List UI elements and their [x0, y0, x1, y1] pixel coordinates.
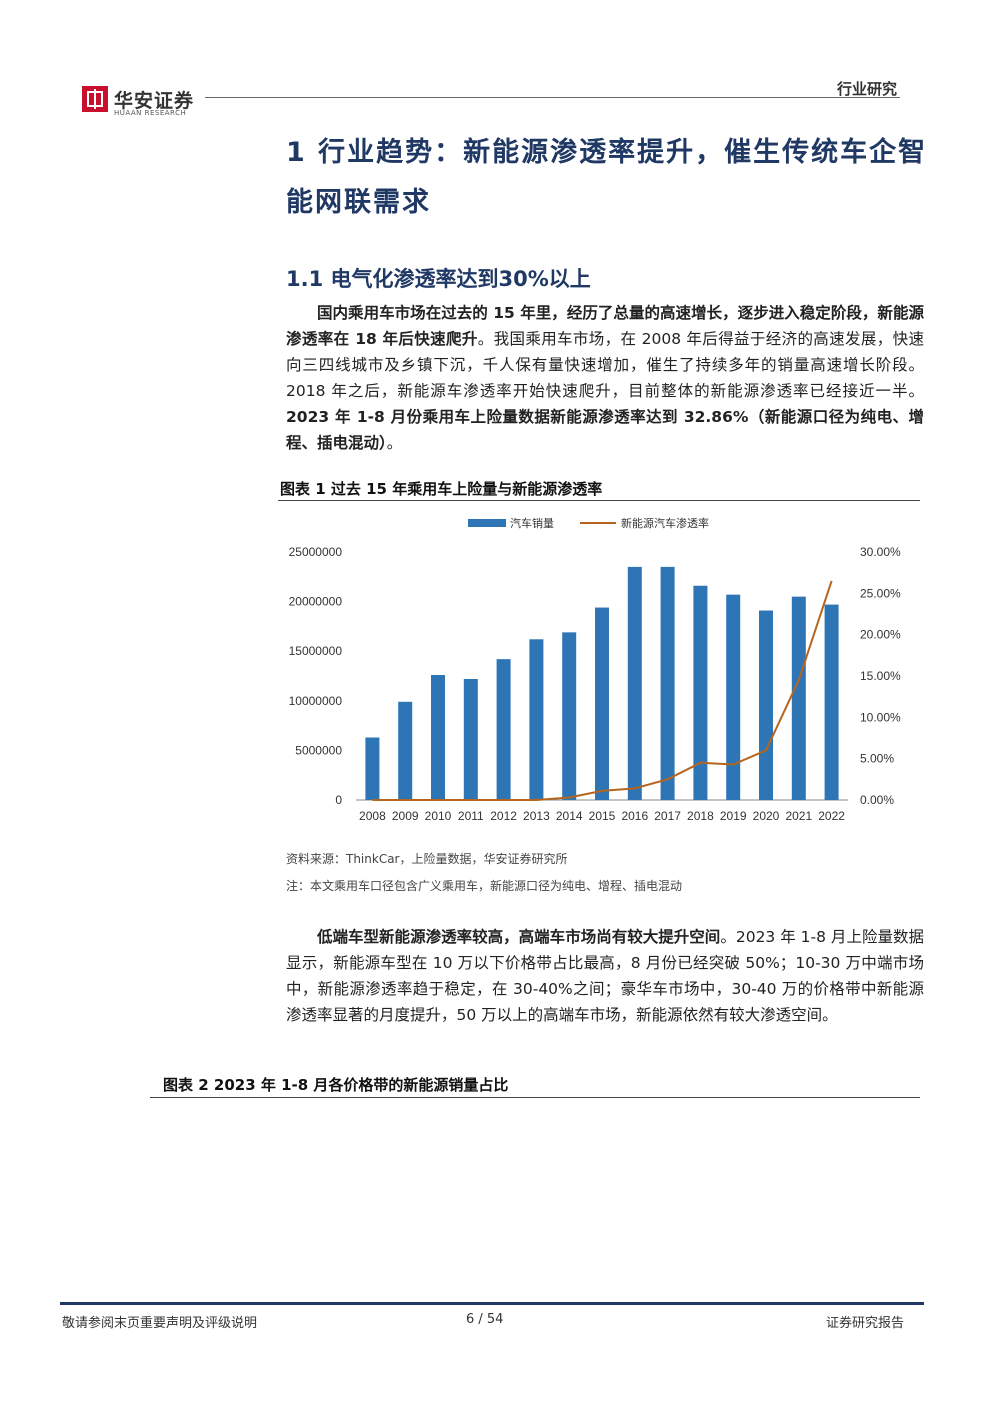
x-tick-label: 2021 [785, 809, 812, 823]
x-axis-ticks: 2008 2009 2010 2011 2012 2013 2014 2015 2016 2017… [359, 809, 845, 823]
x-tick-label: 2010 [425, 809, 452, 823]
footer-report-type: 证券研究报告 [826, 1316, 905, 1331]
chart-figure1: 汽车销量 新能源汽车渗透率 25000000 20000000 15000000 10… [289, 516, 901, 823]
x-tick-label: 2011 [458, 809, 484, 823]
header-divider [205, 97, 900, 98]
bar-2020 [759, 610, 773, 800]
x-tick-label: 2009 [392, 809, 419, 823]
x-tick-label: 2015 [589, 809, 616, 823]
right-tick-label: 5.00% [860, 752, 894, 766]
left-tick-label: 15000000 [289, 644, 343, 658]
x-tick-label: 2017 [654, 809, 681, 823]
company-logo-icon [82, 86, 108, 112]
right-tick-label: 30.00% [860, 545, 901, 559]
bar-2021 [791, 596, 806, 800]
left-tick-label: 0 [335, 793, 342, 807]
figure1-top-rule [278, 500, 920, 501]
left-tick-label: 20000000 [289, 595, 343, 609]
para1-text: 。我国乘用车市场，在 2008 年后得益于经济的高速发展，快速向三四线城市及乡镇… [286, 330, 924, 400]
para1-end: 。 [386, 434, 403, 452]
x-tick-label: 2018 [687, 809, 714, 823]
bar-2017 [660, 566, 675, 800]
figure1-source: 资料来源：ThinkCar，上险量数据，华安证券研究所 [286, 852, 568, 866]
para1-bold-lead: 国内乘用车市场在过去的 15 年里，经历了总量的高速增长，逐步进入稳定阶段，新能… [286, 304, 924, 348]
paragraph-2: 低端车型新能源渗透率较高，高端车市场尚有较大提升空间。2023 年 1-8 月上… [286, 924, 924, 1028]
bar-2010 [431, 675, 445, 800]
section-heading: 1 行业趋势：新能源渗透率提升，催生传统车企智能网联需求 [286, 137, 928, 218]
x-tick-label: 2020 [753, 809, 780, 823]
right-tick-label: 25.00% [860, 586, 901, 600]
legend-bar-label: 汽车销量 [510, 516, 554, 530]
left-axis-ticks: 25000000 20000000 15000000 10000000 5000000 0 [289, 545, 343, 807]
left-tick-label: 10000000 [289, 694, 343, 708]
page-number: 6 / 54 [466, 1312, 504, 1327]
para1-bold-stat: 2023 年 1-8 月份乘用车上险量数据新能源渗透率达到 32.86%（新能源… [286, 408, 924, 452]
subsection-heading: 1.1 电气化渗透率达到30%以上 [286, 267, 591, 291]
right-tick-label: 0.00% [860, 793, 894, 807]
left-tick-label: 25000000 [289, 545, 343, 559]
penetration-line [372, 580, 833, 801]
figure1-note: 注：本文乘用车口径包含广义乘用车，新能源口径为纯电、增程、插电混动 [286, 879, 683, 893]
left-tick-label: 5000000 [295, 743, 342, 757]
bar-2011 [463, 678, 478, 800]
x-tick-label: 2014 [556, 809, 583, 823]
bar-2008 [365, 737, 380, 800]
para2-text: 。2023 年 1-8 月上险量数据显示，新能源车型在 10 万以下价格带占比最… [286, 928, 924, 1024]
logo-text: 华安证券 [114, 90, 195, 112]
right-axis-ticks: 30.00% 25.00% 20.00% 15.00% 10.00% 5.00% 0.00% [860, 545, 901, 807]
x-tick-label: 2008 [359, 809, 386, 823]
x-tick-label: 2013 [523, 809, 550, 823]
para2-bold-lead: 低端车型新能源渗透率较高，高端车市场尚有较大提升空间 [317, 928, 721, 946]
x-tick-label: 2022 [818, 809, 845, 823]
report-category: 行业研究 [836, 80, 897, 98]
legend-line-label: 新能源汽车渗透率 [621, 516, 709, 530]
figure1-title: 图表 1 过去 15 年乘用车上险量与新能源渗透率 [280, 480, 603, 498]
bar-2009 [398, 701, 413, 800]
bar-2014 [562, 632, 577, 800]
logo-subtext: HUAAN RESEARCH [114, 109, 187, 117]
bar-2015 [595, 607, 609, 800]
bar-2019 [726, 594, 741, 800]
right-tick-label: 15.00% [860, 669, 901, 683]
bar-2013 [529, 639, 544, 800]
x-tick-label: 2019 [720, 809, 747, 823]
legend-bar-swatch [468, 519, 506, 527]
figure2-top-rule [150, 1097, 920, 1098]
right-tick-label: 20.00% [860, 628, 901, 642]
x-tick-label: 2012 [490, 809, 517, 823]
footer-divider [60, 1302, 924, 1305]
bar-2016 [627, 566, 642, 800]
bar-series [365, 566, 839, 800]
x-tick-label: 2016 [621, 809, 648, 823]
paragraph-1: 国内乘用车市场在过去的 15 年里，经历了总量的高速增长，逐步进入稳定阶段，新能… [286, 300, 924, 456]
bar-2012 [496, 659, 511, 800]
bar-2022 [824, 604, 839, 800]
footer-disclaimer: 敬请参阅末页重要声明及评级说明 [62, 1316, 258, 1331]
bar-2018 [693, 585, 708, 800]
figure2-title: 图表 2 2023 年 1-8 月各价格带的新能源销量占比 [163, 1076, 509, 1094]
right-tick-label: 10.00% [860, 710, 901, 724]
